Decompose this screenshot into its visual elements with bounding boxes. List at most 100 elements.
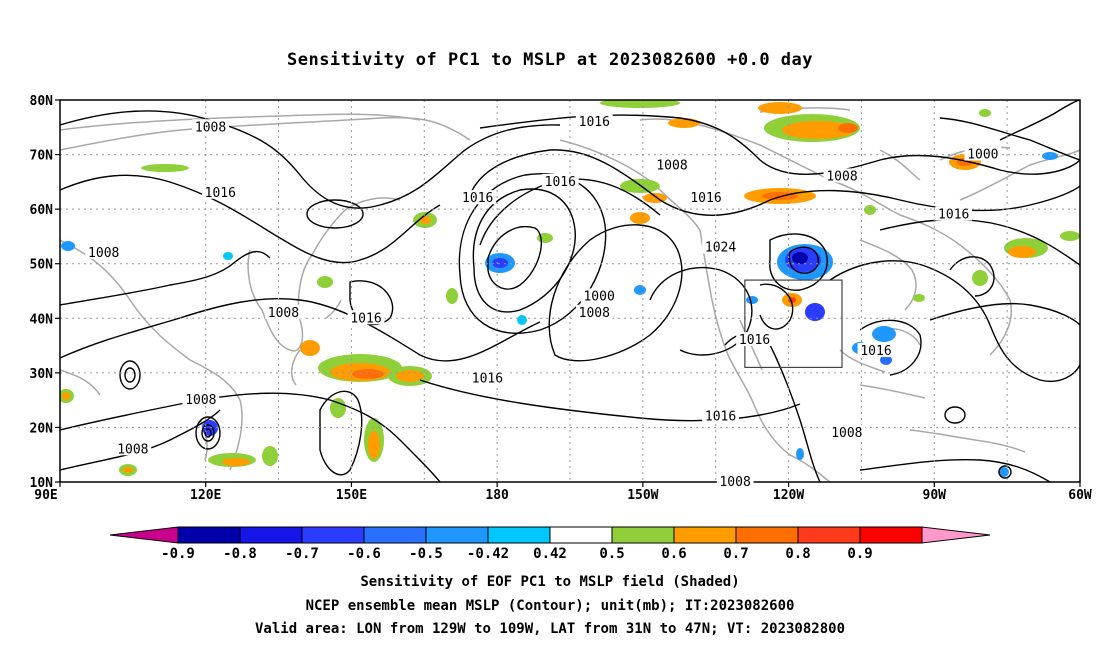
- contour-label-bg: [541, 173, 579, 188]
- contour-label: 1008: [117, 442, 148, 457]
- contour-label: 1008: [88, 246, 119, 261]
- contour-label-bg: [85, 244, 123, 259]
- contour-label-bg: [192, 119, 229, 134]
- contour-label-bg: [702, 239, 739, 254]
- lon-tick-label: 150W: [627, 488, 658, 503]
- contour-label: 1016: [705, 410, 736, 425]
- contour-label: 1008: [185, 393, 216, 408]
- contour-label: 1008: [195, 120, 226, 135]
- lat-tick-label: 50N: [30, 258, 54, 273]
- contour-label: 1016: [472, 371, 503, 386]
- colorbar: -0.9 -0.8 -0.7 -0.6 -0.5 -0.42 0.42 0.5 0.6 0.7 0.…: [109, 526, 991, 562]
- contour-label-bg: [857, 343, 895, 358]
- colorbar-swatch: [611, 526, 675, 544]
- contour-label: 1008: [268, 306, 299, 321]
- mslp-contours: [60, 100, 1080, 482]
- lat-tick-label: 80N: [30, 94, 54, 109]
- contour-label-bg: [702, 408, 739, 423]
- lat-tick-label: 60N: [30, 203, 54, 218]
- lat-tick-label: 10N: [30, 476, 54, 491]
- lon-tick-label: 90E: [34, 488, 57, 503]
- contour-label: 1000: [967, 148, 998, 163]
- colorbar-swatch: [177, 526, 241, 544]
- contour-label-bg: [653, 157, 691, 172]
- contour-label: 1024: [705, 240, 736, 255]
- colorbar-label: -0.6: [347, 546, 381, 562]
- colorbar-swatch: [425, 526, 489, 544]
- colorbar-high-triangle: [921, 526, 991, 544]
- colorbar-label: -0.7: [285, 546, 319, 562]
- latitude-axis: 80N 70N 60N 50N 40N 30N 20N 10N: [30, 94, 60, 491]
- contour-label: 1016: [350, 311, 381, 326]
- colorbar-label: 0.8: [785, 546, 810, 562]
- contour-label-bg: [736, 332, 773, 347]
- lon-tick-label: 60W: [1068, 488, 1092, 503]
- contour-label: 1016: [938, 208, 969, 223]
- contour-label: 1016: [579, 115, 610, 130]
- contour-label: 1000: [583, 289, 614, 304]
- colorbar-label: 0.42: [533, 546, 567, 562]
- contour-label-bg: [469, 370, 506, 385]
- colorbar-label: -0.5: [409, 546, 443, 562]
- contour-labels: 1008 1016 1008 1016 1008 1000 1016 1016 1016 1016…: [85, 113, 1002, 490]
- contour-label-bg: [575, 304, 613, 319]
- contour-label: 1016: [462, 191, 493, 206]
- caption-shaded-field: Sensitivity of EOF PC1 to MSLP field (Sh…: [360, 574, 740, 590]
- colorbar-swatch: [301, 526, 365, 544]
- caption-valid-area: Valid area: LON from 129W to 109W, LAT f…: [254, 621, 845, 637]
- lon-tick-label: 150E: [336, 488, 367, 503]
- contour-label: 1008: [719, 475, 750, 490]
- colorbar-swatch: [363, 526, 427, 544]
- contour-label: 1016: [205, 186, 236, 201]
- colorbar-label: 0.5: [599, 546, 624, 562]
- contour-label-bg: [823, 168, 861, 183]
- colorbar-swatch: [735, 526, 799, 544]
- contour-label-bg: [459, 190, 497, 205]
- lon-tick-label: 180: [485, 488, 509, 503]
- longitude-axis: 90E 120E 150E 180 150W 120W 90W 60W: [34, 482, 1092, 503]
- lat-tick-label: 20N: [30, 421, 54, 436]
- contour-label: 1016: [739, 333, 770, 348]
- colorbar-swatch: [859, 526, 923, 544]
- contour-label-bg: [580, 288, 618, 303]
- contour-label: 1016: [690, 191, 721, 206]
- contour-label: 1016: [860, 344, 891, 359]
- colorbar-label: 0.9: [847, 546, 872, 562]
- colorbar-swatch: [239, 526, 303, 544]
- contour-label-bg: [828, 424, 866, 439]
- colorbar-label: 0.6: [661, 546, 686, 562]
- colorbar-label: -0.8: [223, 546, 257, 562]
- lon-tick-label: 120W: [773, 488, 804, 503]
- colorbar-swatch: [549, 526, 613, 544]
- contour-label-bg: [182, 392, 220, 407]
- lon-tick-label: 90W: [923, 488, 947, 503]
- contour-label-bg: [265, 304, 302, 319]
- caption-contour-field: NCEP ensemble mean MSLP (Contour); unit(…: [305, 598, 795, 614]
- lat-tick-label: 70N: [30, 149, 54, 164]
- contour-label-bg: [687, 190, 725, 205]
- contour-label-bg: [114, 441, 152, 456]
- contour-label-bg: [347, 310, 385, 325]
- contour-label: 1008: [826, 169, 857, 184]
- contour-label: 1008: [579, 306, 610, 321]
- colorbar-low-triangle: [109, 526, 179, 544]
- colorbar-label: -0.9: [161, 546, 195, 562]
- lat-tick-label: 40N: [30, 312, 54, 327]
- contour-label-bg: [201, 184, 239, 199]
- contour-label-bg: [935, 206, 973, 221]
- colorbar-swatch: [797, 526, 861, 544]
- contour-label: 1016: [545, 175, 576, 190]
- contour-label-bg: [575, 113, 613, 128]
- chart-title: Sensitivity of PC1 to MSLP at 2023082600…: [286, 50, 813, 70]
- contour-label-bg: [964, 146, 1002, 161]
- colorbar-label: -0.42: [467, 546, 509, 562]
- lon-tick-label: 120E: [190, 488, 221, 503]
- plot-frame: [59, 99, 1081, 483]
- lat-tick-label: 30N: [30, 367, 54, 382]
- contour-label-bg: [716, 474, 754, 488]
- contour-label: 1008: [831, 426, 862, 441]
- colorbar-swatch: [673, 526, 737, 544]
- contour-label: 1008: [656, 158, 687, 173]
- valid-area-box: [744, 279, 843, 369]
